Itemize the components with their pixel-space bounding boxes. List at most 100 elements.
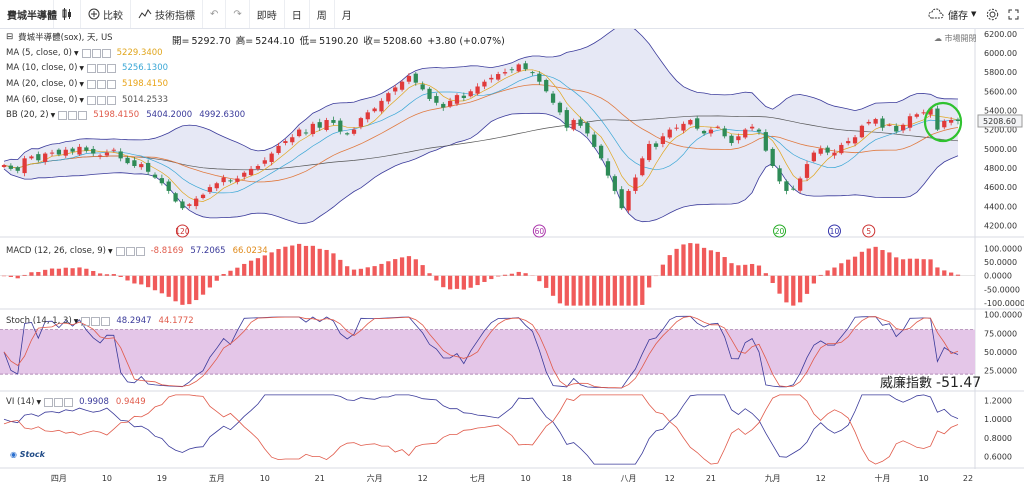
ma10-legend[interactable]: MA (10, close, 0) ▼ 5256.1300 — [6, 61, 175, 75]
macd-bar — [921, 259, 926, 276]
close-icon[interactable] — [107, 63, 117, 73]
indicator-controls[interactable] — [81, 48, 112, 58]
candle — [832, 149, 837, 159]
interval-day[interactable]: 日 — [285, 0, 310, 28]
eye-icon[interactable] — [81, 48, 91, 58]
compare-button[interactable]: 比較 — [81, 0, 131, 28]
eye-icon[interactable] — [81, 316, 91, 326]
macd-bar — [777, 275, 782, 294]
symbol-legend[interactable]: ⊟ 費城半導體(sox), 天, US — [6, 30, 113, 44]
interval-realtime[interactable]: 即時 — [250, 0, 285, 28]
save-label: 儲存 — [948, 10, 968, 22]
price-tick: 4800.00 — [984, 164, 1017, 173]
eye-icon[interactable] — [44, 397, 54, 407]
eye-icon[interactable] — [115, 246, 125, 256]
vi-legend[interactable]: VI (14) ▼ 0.9908 0.9449 — [6, 395, 153, 409]
eye-icon[interactable] — [87, 95, 97, 105]
macd-bar — [516, 271, 521, 276]
event-marker-circle — [175, 224, 189, 238]
indicator-controls[interactable] — [87, 63, 117, 73]
close-icon[interactable] — [78, 110, 88, 120]
bb-legend[interactable]: BB (20, 2) ▼ 5198.4150 5404.2000 4992.630… — [6, 108, 252, 122]
gear-icon[interactable] — [54, 397, 64, 407]
fullscreen-button[interactable] — [1008, 0, 1019, 28]
candle-body — [598, 145, 604, 159]
close-icon[interactable] — [101, 316, 111, 326]
candle-body — [839, 144, 844, 154]
macd-bar — [8, 275, 13, 277]
macd-bar — [715, 251, 720, 276]
candles-icon — [62, 8, 71, 20]
chart-style-button[interactable] — [54, 0, 81, 28]
eye-icon[interactable] — [58, 110, 68, 120]
macd-bar — [56, 268, 62, 276]
macd-bar — [818, 274, 823, 276]
undo-button[interactable]: ↶ — [203, 0, 227, 28]
candle-body — [770, 148, 775, 167]
macd-bar — [358, 268, 364, 276]
time-tick: 18 — [562, 474, 572, 483]
eye-icon[interactable] — [87, 63, 97, 73]
indicators-icon — [138, 9, 152, 19]
close-icon[interactable] — [101, 48, 111, 58]
indicator-name: BB (20, 2) — [6, 110, 49, 120]
save-button[interactable]: 儲存 ▼ — [928, 0, 976, 28]
gear-icon[interactable] — [125, 246, 135, 256]
macd-bar — [626, 275, 631, 306]
candle-body — [317, 122, 322, 128]
candle — [139, 161, 144, 170]
indicator-controls[interactable] — [115, 246, 146, 256]
close-icon[interactable] — [107, 79, 117, 89]
close-icon[interactable] — [64, 397, 74, 407]
candle-body — [942, 120, 947, 128]
indicator-controls[interactable] — [81, 316, 111, 326]
candle — [379, 98, 384, 114]
candle — [56, 148, 62, 157]
stoch-legend[interactable]: Stoch (14, 1, 3) ▼ 48.2947 44.1772 — [6, 314, 201, 328]
candle — [454, 93, 460, 107]
candle-body — [681, 123, 686, 131]
symbol-selector[interactable]: 費城半導體 — [0, 0, 57, 28]
ma5-legend[interactable]: MA (5, close, 0) ▼ 5229.3400 — [6, 46, 170, 60]
candle — [331, 116, 336, 126]
candle-body — [358, 118, 364, 127]
cloud-icon: ☁ — [934, 34, 942, 43]
candle — [36, 151, 41, 163]
indicator-controls[interactable] — [87, 79, 117, 89]
indicator-name: MACD (12, 26, close, 9) — [6, 246, 106, 256]
settings-button[interactable] — [986, 0, 999, 28]
candle-body — [859, 125, 865, 138]
candle — [942, 119, 947, 130]
interval-week[interactable]: 周 — [310, 0, 335, 28]
gear-icon[interactable] — [97, 95, 107, 105]
indicator-controls[interactable] — [87, 95, 117, 105]
indicator-controls[interactable] — [58, 110, 88, 120]
ma60-legend[interactable]: MA (60, close, 0) ▼ 5014.2533 — [6, 93, 175, 107]
candle-body — [852, 137, 858, 144]
macd-bar — [345, 266, 350, 276]
eye-icon[interactable] — [87, 79, 97, 89]
macd-bar — [111, 274, 116, 276]
indicator-controls[interactable] — [44, 397, 74, 407]
interval-month[interactable]: 月 — [335, 0, 359, 28]
candle-body — [715, 126, 720, 128]
gear-icon[interactable] — [68, 110, 78, 120]
candle-body — [296, 129, 302, 137]
close-icon[interactable] — [135, 246, 145, 256]
open-value: 5292.70 — [191, 36, 231, 47]
time-tick: 十月 — [875, 473, 891, 483]
macd-bar — [104, 274, 110, 276]
gear-icon[interactable] — [97, 79, 107, 89]
candle-body — [15, 167, 20, 171]
time-tick: 10 — [102, 474, 112, 483]
candle — [91, 145, 96, 157]
gear-icon[interactable] — [97, 63, 107, 73]
macd-bar — [447, 275, 453, 290]
ma20-legend[interactable]: MA (20, close, 0) ▼ 5198.4150 — [6, 77, 175, 91]
gear-icon[interactable] — [91, 48, 101, 58]
gear-icon[interactable] — [91, 316, 101, 326]
close-icon[interactable] — [107, 95, 117, 105]
redo-button[interactable]: ↷ — [226, 0, 250, 28]
indicators-button[interactable]: 技術指標 — [131, 0, 203, 28]
macd-legend[interactable]: MACD (12, 26, close, 9) ▼ -8.8169 57.2065… — [6, 244, 275, 258]
